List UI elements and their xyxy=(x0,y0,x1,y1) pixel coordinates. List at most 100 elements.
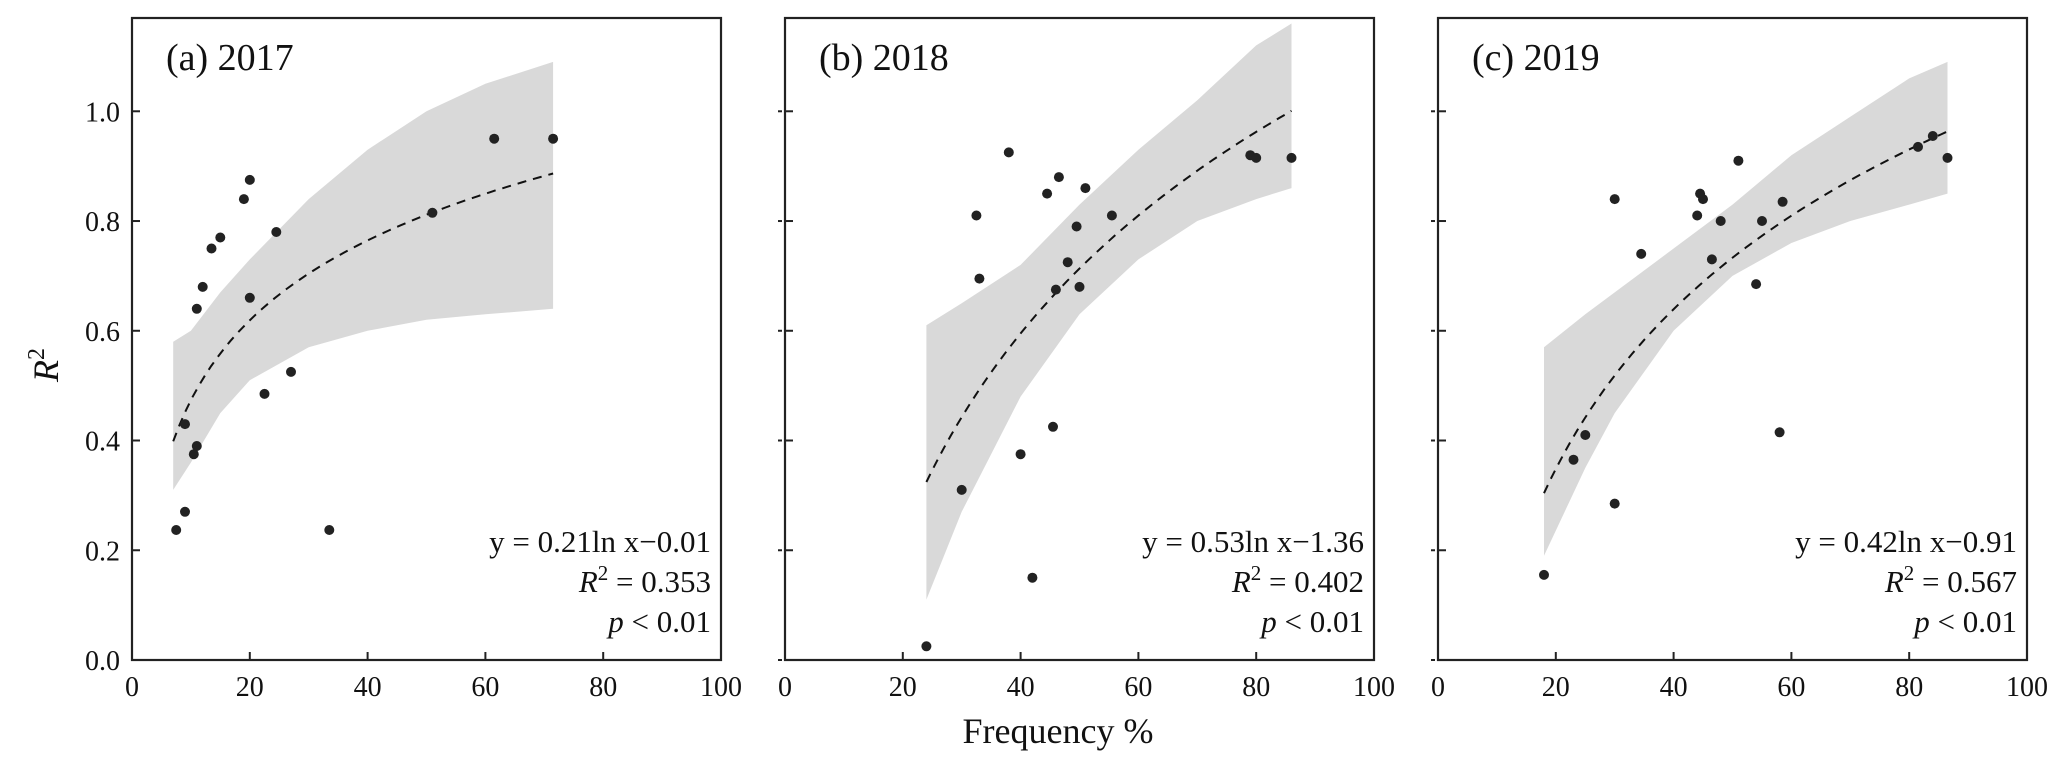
x-tick-label: 60 xyxy=(1124,672,1152,703)
data-point xyxy=(1050,284,1061,295)
equation-label: y = 0.53ln x−1.36 xyxy=(1142,524,1364,559)
data-point xyxy=(206,243,217,254)
data-point xyxy=(180,506,190,517)
data-point xyxy=(921,641,932,652)
data-point xyxy=(1042,188,1053,199)
data-point xyxy=(1003,147,1014,158)
data-point xyxy=(427,207,438,218)
x-tick-label: 40 xyxy=(1660,672,1688,703)
x-tick-label: 80 xyxy=(589,672,617,703)
x-tick-label: 0 xyxy=(1431,672,1445,703)
p-value-label: p < 0.01 xyxy=(606,604,711,639)
data-point xyxy=(1692,210,1703,221)
y-axis-title: R2 xyxy=(24,348,66,383)
data-point xyxy=(171,525,182,535)
data-point xyxy=(1027,572,1038,583)
axes-frame xyxy=(1436,16,2029,662)
panels: 0 20 40 60 80 100 0.0 0.2 0.4 0.6 0.8 1.0 (a) 2017 y … xyxy=(85,16,2048,703)
fit-curve xyxy=(1543,130,1948,494)
panel-title: (c) 2019 xyxy=(1472,37,1600,79)
data-point xyxy=(1777,196,1788,207)
x-tick-label: 80 xyxy=(1242,672,1270,703)
x-tick-label: 20 xyxy=(1542,672,1570,703)
panel-title: (a) 2017 xyxy=(166,37,294,79)
panel-1: 0 20 40 60 80 100 0.0 0.2 0.4 0.6 0.8 1.0 (a) 2017 y … xyxy=(85,16,742,703)
data-point xyxy=(286,366,296,377)
panel-3: 0 20 40 60 80 100 (c) 2019 y = 0.42ln x−0.91R2 … xyxy=(1431,16,2048,703)
equation-label: y = 0.21ln x−0.01 xyxy=(489,524,711,559)
y-tick-label: 0.8 xyxy=(85,207,120,238)
y-tick-label: 1.0 xyxy=(85,97,120,128)
r2-label: R2 = 0.402 xyxy=(1231,561,1364,599)
fit-curve xyxy=(172,172,554,442)
x-tick-label: 60 xyxy=(471,672,499,703)
y-tick-label: 0.0 xyxy=(85,646,120,677)
data-point xyxy=(1698,194,1708,205)
x-tick-label: 0 xyxy=(125,672,139,703)
plot-area xyxy=(1539,61,1953,580)
x-tick-label: 20 xyxy=(889,672,917,703)
data-point xyxy=(1015,449,1026,460)
data-point xyxy=(1609,498,1620,509)
data-point xyxy=(1286,152,1297,163)
x-tick-label: 40 xyxy=(354,672,382,703)
r2-label: R2 = 0.353 xyxy=(578,561,711,599)
confidence-band xyxy=(926,23,1292,600)
data-point xyxy=(324,525,335,535)
data-point xyxy=(1733,155,1744,166)
data-point xyxy=(1636,248,1647,259)
data-point xyxy=(1706,254,1717,265)
data-point xyxy=(1942,152,1953,163)
plot-area xyxy=(171,61,559,535)
data-point xyxy=(1080,183,1091,194)
data-point xyxy=(1609,194,1620,205)
data-point xyxy=(489,133,500,144)
x-tick-label: 80 xyxy=(1895,672,1923,703)
y-tick-label: 0.4 xyxy=(85,427,120,458)
data-point xyxy=(259,388,270,399)
panel-title: (b) 2018 xyxy=(819,37,949,79)
p-value-label: p < 0.01 xyxy=(1912,604,2017,639)
data-point xyxy=(548,133,559,144)
data-point xyxy=(1580,430,1591,440)
panel-2: 0 20 40 60 80 100 (b) 2018 y = 0.53ln x−1.36R2 … xyxy=(778,16,1395,703)
data-point xyxy=(1568,454,1579,465)
data-point xyxy=(971,210,982,221)
data-point xyxy=(1053,172,1064,183)
data-point xyxy=(1757,216,1767,226)
data-point xyxy=(244,174,255,185)
data-point xyxy=(1106,210,1117,221)
data-point xyxy=(180,419,190,430)
data-point xyxy=(1539,569,1549,580)
plot-area xyxy=(921,23,1297,652)
data-point xyxy=(215,232,226,243)
fit-curve xyxy=(925,109,1293,483)
equation-label: y = 0.42ln x−0.91 xyxy=(1795,524,2017,559)
data-point xyxy=(1913,141,1923,152)
x-tick-label: 100 xyxy=(2006,672,2048,703)
x-axis-title: Frequency % xyxy=(963,711,1154,751)
x-tick-label: 100 xyxy=(700,672,742,703)
data-point xyxy=(1074,281,1085,292)
x-tick-label: 20 xyxy=(236,672,264,703)
data-point xyxy=(1251,152,1262,163)
data-point xyxy=(1715,216,1726,226)
data-point xyxy=(1774,427,1785,438)
data-point xyxy=(1048,421,1058,432)
data-point xyxy=(238,194,249,205)
axes-frame xyxy=(783,16,1376,662)
data-point xyxy=(974,273,985,284)
y-tick-label: 0.2 xyxy=(85,536,120,567)
data-point xyxy=(1062,257,1073,268)
x-tick-label: 100 xyxy=(1353,672,1395,703)
data-point xyxy=(191,303,202,314)
confidence-band xyxy=(173,61,554,490)
x-tick-label: 0 xyxy=(778,672,792,703)
data-point xyxy=(271,227,282,237)
data-point xyxy=(197,281,208,292)
data-point xyxy=(1751,279,1762,290)
x-tick-label: 40 xyxy=(1007,672,1035,703)
axes-frame xyxy=(130,16,723,662)
r2-label: R2 = 0.567 xyxy=(1884,561,2017,599)
